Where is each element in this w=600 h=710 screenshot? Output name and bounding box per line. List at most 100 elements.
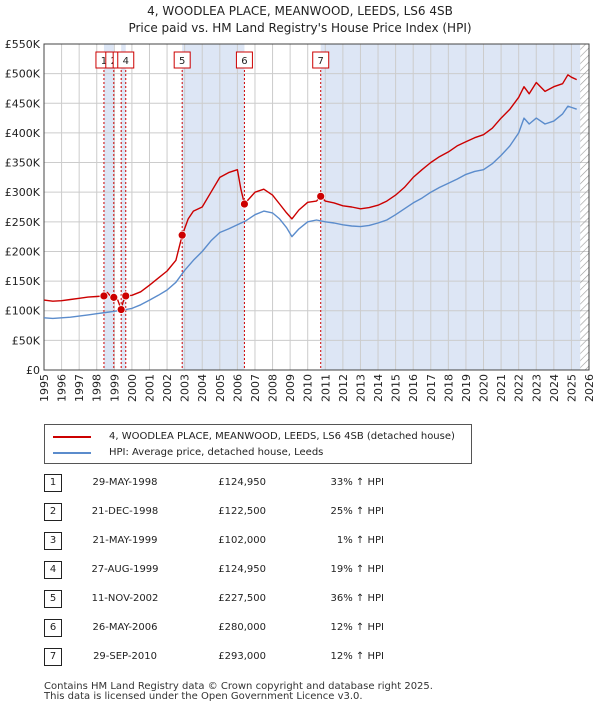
row-price: £124,950 [218, 477, 266, 488]
x-tick-label: 2018 [442, 374, 455, 402]
transaction-label-6: 6 [235, 51, 253, 69]
plot-frame [43, 43, 590, 371]
row-date: 11-NOV-2002 [91, 593, 159, 604]
table-row: 6 26-MAY-2006 £280,000 12% ↑ HPI [44, 619, 444, 639]
y-tick-label: £150K [5, 275, 41, 288]
row-price: £122,500 [218, 506, 266, 517]
transaction-label-box [312, 51, 330, 69]
footer-line-1: Contains HM Land Registry data © Crown c… [44, 681, 433, 692]
legend-label-hpi: HPI: Average price, detached house, Leed… [109, 447, 324, 458]
x-tick-label: 2021 [495, 374, 508, 402]
shaded-ranges [103, 44, 581, 370]
row-hpi-change: 33% ↑ HPI [330, 477, 384, 488]
x-tick-label: 2024 [548, 374, 561, 402]
footer-line-2: This data is licensed under the Open Gov… [44, 691, 363, 702]
forecast-hatch [580, 44, 589, 370]
y-tick-label: £100K [5, 305, 41, 318]
legend-label-property: 4, WOODLEA PLACE, MEANWOOD, LEEDS, LS6 4… [109, 431, 455, 442]
row-number-badge: 1 [44, 474, 62, 492]
table-row: 3 21-MAY-1999 £102,000 1% ↑ HPI [44, 532, 444, 552]
hpi-series-line [43, 105, 577, 320]
y-tick-label: £500K [5, 68, 41, 81]
transaction-dot [316, 191, 326, 201]
row-number-badge: 6 [44, 619, 62, 637]
x-tick-label: 2014 [372, 374, 385, 402]
price-chart: 1234567 £0£50K£100K£150K£200K£250K£300K£… [5, 38, 596, 402]
x-tick-label: 2000 [126, 374, 139, 402]
x-tick-label: 2005 [214, 374, 227, 402]
row-date: 26-MAY-2006 [92, 622, 158, 633]
x-tick-label: 2022 [513, 374, 526, 402]
transaction-label-7: 7 [312, 51, 330, 69]
transaction-label-text: 6 [241, 56, 247, 67]
y-tick-label: £350K [5, 157, 41, 170]
transaction-label-5: 5 [173, 51, 191, 69]
x-tick-label: 2008 [267, 374, 280, 402]
x-tick-label: 2016 [407, 374, 420, 402]
row-number-badge: 2 [44, 503, 62, 521]
row-price: £293,000 [218, 651, 266, 662]
row-hpi-change: 25% ↑ HPI [330, 506, 384, 517]
y-tick-label: £400K [5, 127, 41, 140]
shaded-range [320, 44, 581, 370]
row-price: £102,000 [218, 535, 266, 546]
transaction-label-box [117, 51, 135, 69]
table-row: 5 11-NOV-2002 £227,500 36% ↑ HPI [44, 590, 444, 610]
row-number-badge: 7 [44, 648, 62, 666]
x-tick-label: 2012 [337, 374, 350, 402]
legend-swatch-property [53, 436, 91, 438]
row-number-badge: 5 [44, 590, 62, 608]
y-tick-label: £50K [12, 334, 41, 347]
transaction-dot [177, 230, 187, 240]
table-row: 1 29-MAY-1998 £124,950 33% ↑ HPI [44, 474, 444, 494]
x-tick-label: 2026 [583, 374, 596, 402]
row-hpi-change: 36% ↑ HPI [330, 593, 384, 604]
transaction-lines [103, 66, 322, 370]
row-price: £227,500 [218, 593, 266, 604]
row-price: £280,000 [218, 622, 266, 633]
table-row: 2 21-DEC-1998 £122,500 25% ↑ HPI [44, 503, 444, 523]
transaction-label-4: 4 [117, 51, 135, 69]
x-tick-label: 1997 [73, 374, 86, 402]
x-tick-label: 2006 [231, 374, 244, 402]
transaction-labels: 1234567 [95, 51, 330, 69]
x-tick-label: 2023 [530, 374, 543, 402]
legend: 4, WOODLEA PLACE, MEANWOOD, LEEDS, LS6 4… [44, 424, 472, 464]
transaction-label-text: 5 [179, 56, 185, 67]
x-tick-label: 2011 [319, 374, 332, 402]
row-number-badge: 4 [44, 561, 62, 579]
x-tick-label: 2010 [302, 374, 315, 402]
row-hpi-change: 1% ↑ HPI [336, 535, 384, 546]
shaded-range [121, 44, 126, 370]
x-tick-label: 2004 [196, 374, 209, 402]
x-tick-label: 2017 [425, 374, 438, 402]
shaded-range [103, 44, 114, 370]
table-row: 7 29-SEP-2010 £293,000 12% ↑ HPI [44, 648, 444, 668]
y-tick-label: £550K [5, 38, 41, 51]
row-hpi-change: 12% ↑ HPI [330, 651, 384, 662]
x-tick-label: 2002 [161, 374, 174, 402]
row-hpi-change: 12% ↑ HPI [330, 622, 384, 633]
y-tick-label: £450K [5, 97, 41, 110]
transaction-dots [99, 191, 326, 314]
transaction-dot [116, 305, 126, 314]
transaction-dot [99, 291, 109, 301]
table-row: 4 27-AUG-1999 £124,950 19% ↑ HPI [44, 561, 444, 581]
y-tick-label: £200K [5, 245, 41, 258]
x-tick-label: 2020 [478, 374, 491, 402]
x-tick-label: 2019 [460, 374, 473, 402]
x-tick-label: 2001 [143, 374, 156, 402]
x-tick-label: 2007 [249, 374, 262, 402]
row-date: 21-DEC-1998 [91, 506, 159, 517]
row-hpi-change: 19% ↑ HPI [330, 564, 384, 575]
row-date: 27-AUG-1999 [91, 564, 159, 575]
x-tick-label: 2003 [179, 374, 192, 402]
x-tick-label: 2025 [565, 374, 578, 402]
row-number-badge: 3 [44, 532, 62, 550]
row-date: 21-MAY-1999 [92, 535, 158, 546]
y-axis-ticks: £0 £50K £100K £150K £200K £250K £300K £350K £400… [5, 38, 41, 377]
title-line-1: 4, WOODLEA PLACE, MEANWOOD, LEEDS, LS6 4… [147, 4, 453, 18]
x-tick-label: 2013 [354, 374, 367, 402]
footer-credits: Contains HM Land Registry data © Crown c… [44, 682, 433, 702]
row-price: £124,950 [218, 564, 266, 575]
